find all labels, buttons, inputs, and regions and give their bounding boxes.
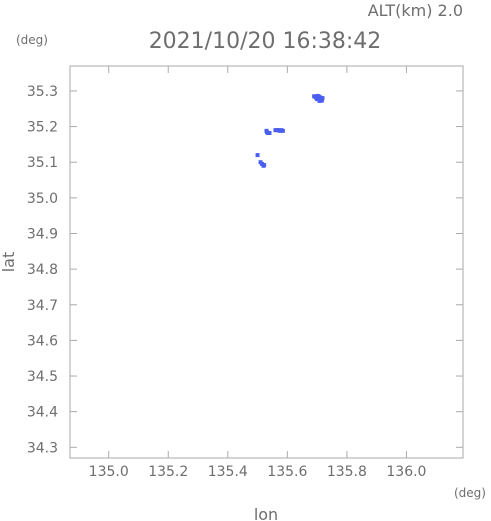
x-axis-title: lon [254, 505, 278, 521]
y-tick-label: 34.3 [27, 440, 58, 456]
altitude-label: ALT(km) 2.0 [368, 1, 463, 20]
data-points [255, 93, 325, 168]
data-point [255, 153, 260, 158]
x-tick-label: 135.0 [89, 464, 129, 480]
x-tick-label: 135.2 [148, 464, 188, 480]
data-point [280, 128, 285, 133]
y-tick-label: 34.8 [27, 262, 58, 278]
x-tick-label: 136.0 [386, 464, 426, 480]
y-tick-label: 35.3 [27, 84, 58, 100]
y-tick-label: 35.2 [27, 120, 58, 136]
y-tick-label: 34.6 [27, 333, 58, 349]
chart-title: 2021/10/20 16:38:42 [149, 29, 382, 54]
x-tick-label: 135.8 [327, 464, 367, 480]
x-unit-label: (deg) [454, 486, 486, 500]
x-tick-label: 135.4 [208, 464, 248, 480]
y-tick-label: 34.7 [27, 298, 58, 314]
data-point [267, 130, 272, 135]
y-axis-title: lat [0, 252, 18, 273]
y-tick-label: 34.4 [27, 405, 58, 421]
data-point [319, 98, 324, 103]
data-point [317, 98, 322, 103]
x-tick-label: 135.6 [267, 464, 307, 480]
data-point [315, 93, 320, 98]
y-unit-label: (deg) [16, 33, 48, 47]
y-tick-label: 34.9 [27, 226, 58, 242]
y-axis: 34.3 34.4 34.5 34.6 34.7 34.8 34.9 35.0 35.1 35.2… [27, 84, 463, 456]
data-point [318, 96, 323, 101]
y-tick-label: 35.0 [27, 191, 58, 207]
x-axis: 135.0 135.2 135.4 135.6 135.8 136.0 [89, 66, 426, 480]
y-tick-label: 34.5 [27, 369, 58, 385]
data-point [262, 163, 267, 168]
plot-frame [69, 65, 464, 459]
y-tick-label: 35.1 [27, 155, 58, 171]
